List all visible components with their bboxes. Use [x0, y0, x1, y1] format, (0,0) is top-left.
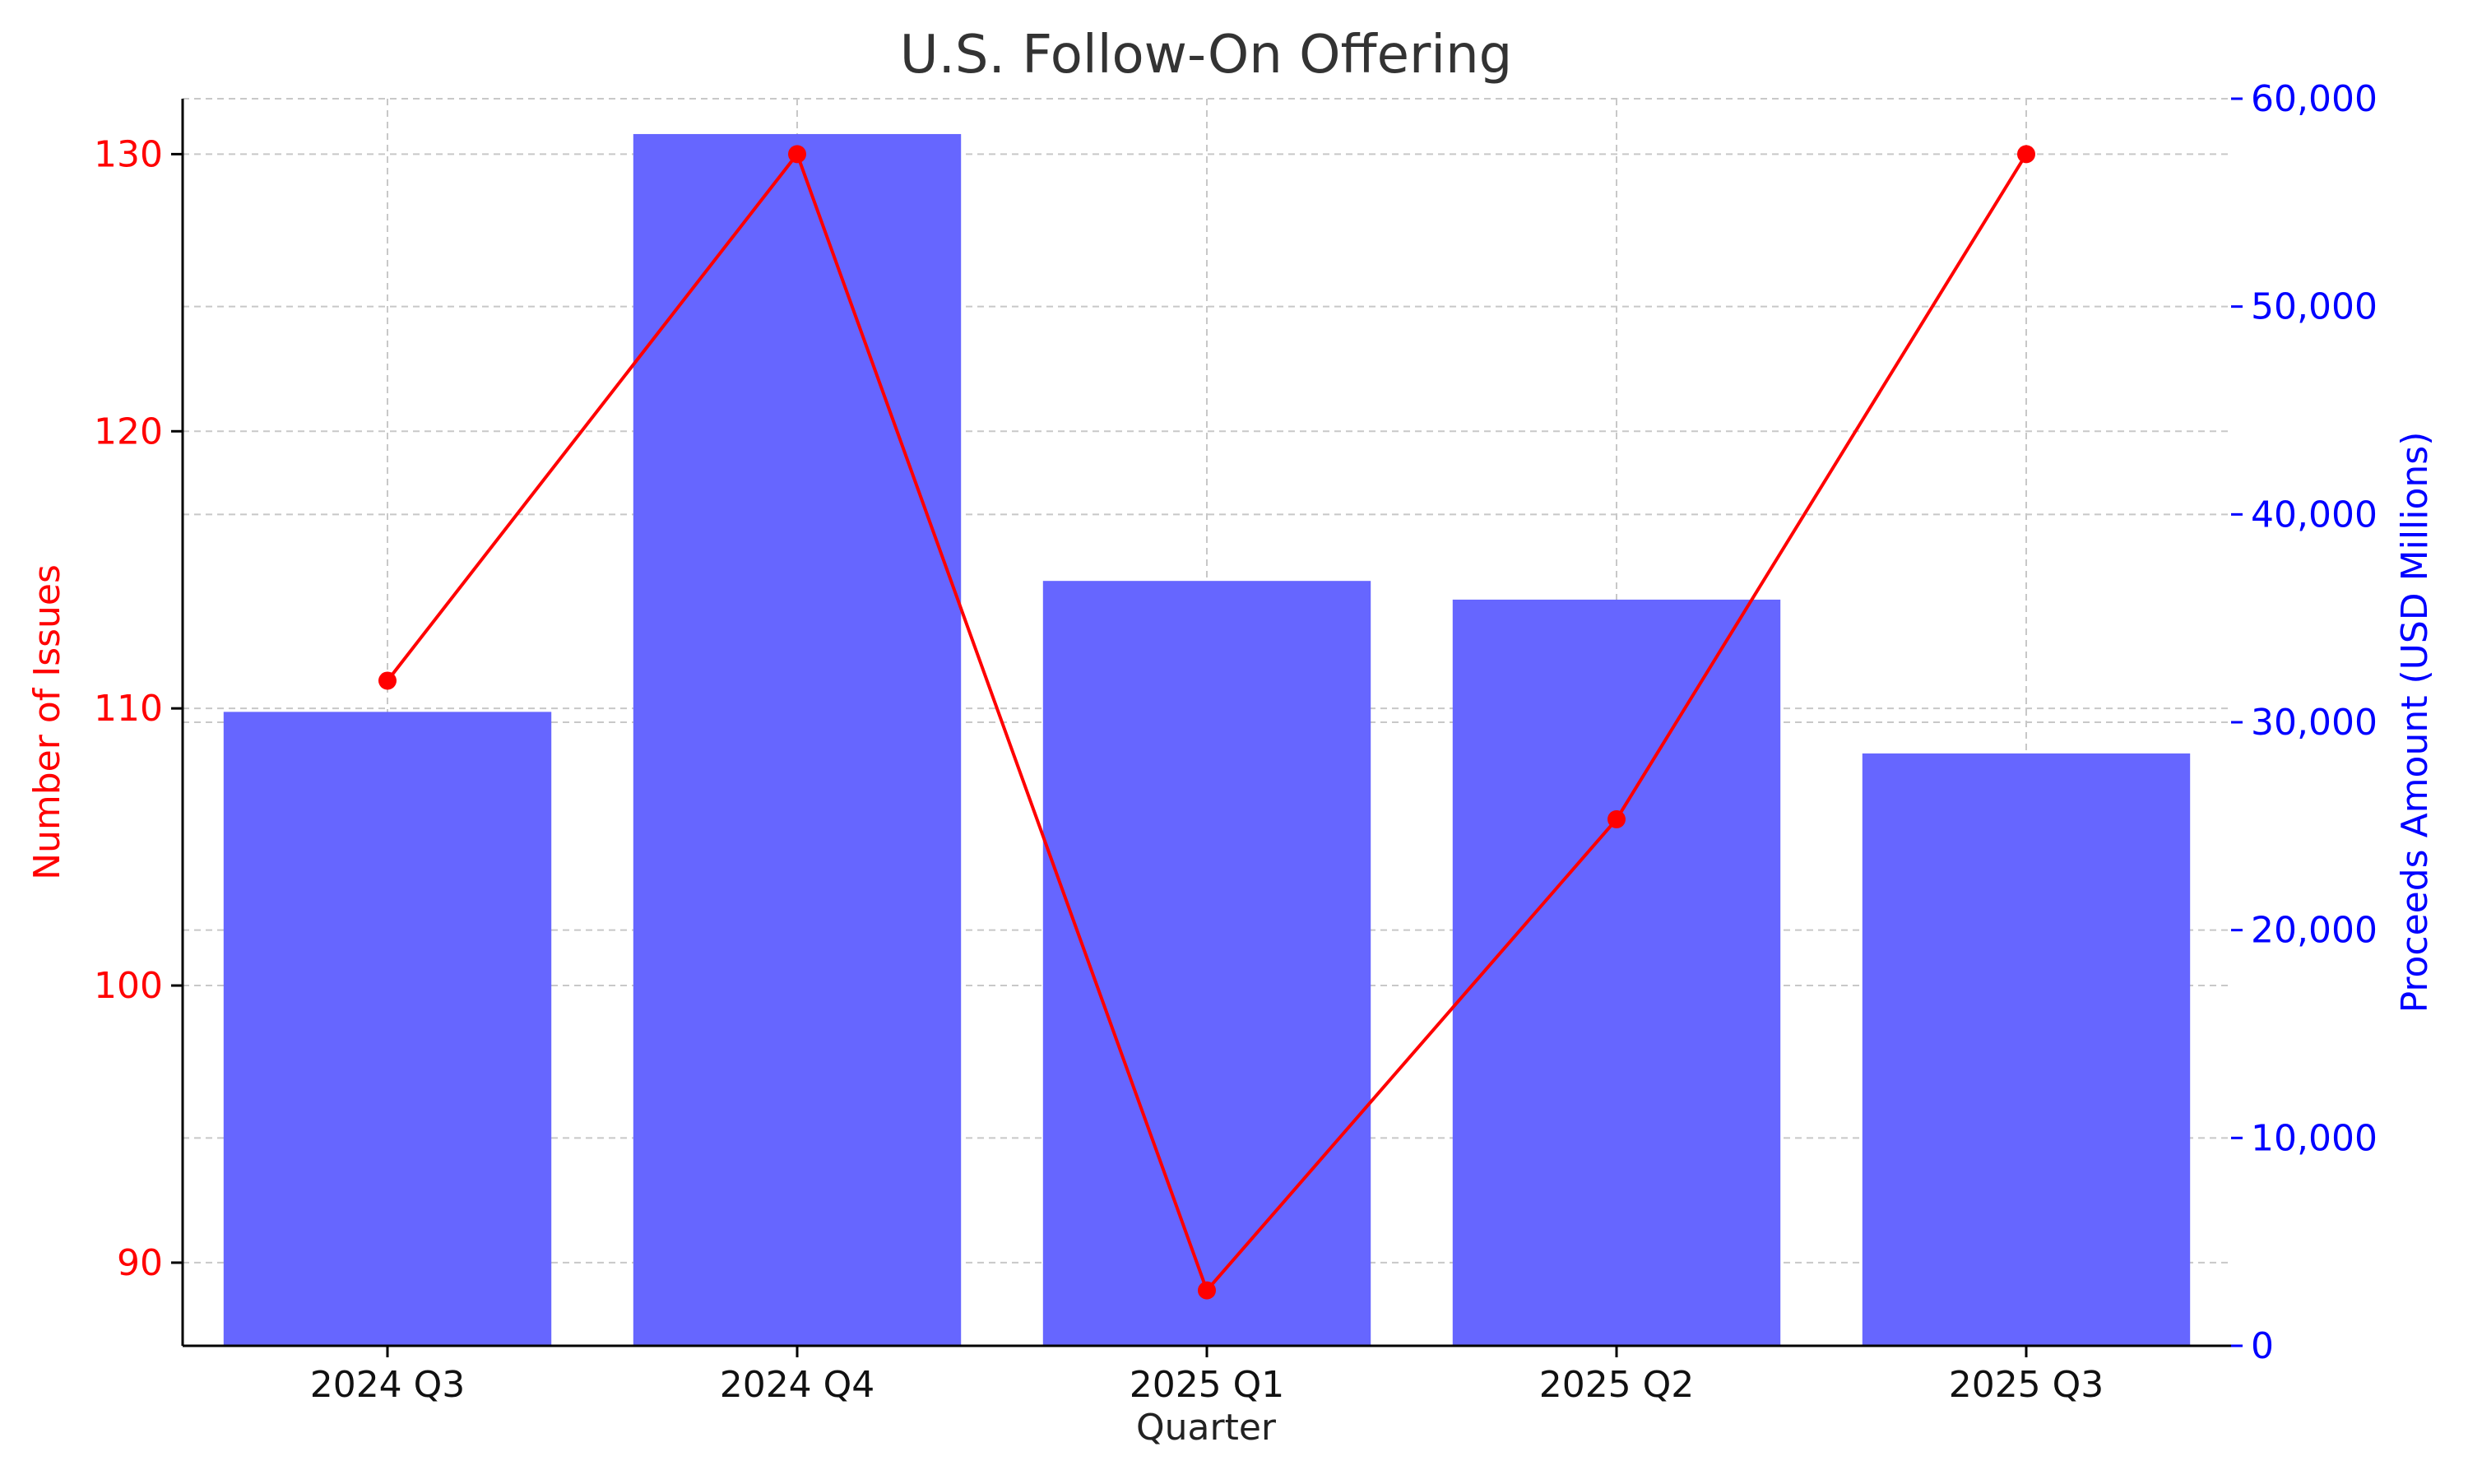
- proceeds-bar: [1042, 581, 1371, 1346]
- issues-point: [1607, 809, 1626, 828]
- x-tick-label: 2025 Q2: [1539, 1364, 1695, 1406]
- y-left-tick-label: 100: [94, 965, 163, 1007]
- y-right-tick-label: 40,000: [2251, 494, 2378, 536]
- chart-title: U.S. Follow-On Offering: [900, 25, 1513, 86]
- y-left-tick-label: 110: [94, 688, 163, 730]
- x-tick-label: 2025 Q3: [1949, 1364, 2104, 1406]
- issues-point: [1198, 1281, 1216, 1300]
- issues-point: [788, 145, 806, 164]
- line-layer: [378, 145, 2035, 1300]
- x-axis-label: Quarter: [1136, 1407, 1277, 1449]
- bar-layer: [223, 133, 2191, 1346]
- y-right-tick-label: 20,000: [2251, 910, 2378, 952]
- y-axis-right-label: Proceeds Amount (USD Millions): [2394, 432, 2436, 1013]
- y-right-tick-label: 0: [2251, 1325, 2274, 1367]
- y-right-tick-label: 50,000: [2251, 286, 2378, 328]
- y-left-tick-label: 90: [117, 1242, 163, 1284]
- y-right-tick-label: 60,000: [2251, 78, 2378, 120]
- proceeds-bar: [633, 133, 962, 1346]
- issues-point: [378, 671, 397, 690]
- y-left-tick-label: 120: [94, 410, 163, 452]
- y-axis-left-label: Number of Issues: [26, 564, 68, 880]
- issues-point: [2017, 145, 2035, 164]
- y-right-tick-label: 30,000: [2251, 702, 2378, 744]
- proceeds-bar: [1862, 753, 2191, 1346]
- ticks-layer: 90 100 110 120 130 0 10,000 20,000 30,000 40,000 5…: [94, 78, 2378, 1406]
- x-tick-label: 2024 Q3: [310, 1364, 466, 1406]
- y-left-tick-label: 130: [94, 133, 163, 175]
- y-right-tick-label: 10,000: [2251, 1117, 2378, 1159]
- x-tick-label: 2024 Q4: [720, 1364, 875, 1406]
- x-tick-label: 2025 Q1: [1130, 1364, 1285, 1406]
- proceeds-bar: [1452, 599, 1781, 1346]
- proceeds-bar: [223, 712, 552, 1346]
